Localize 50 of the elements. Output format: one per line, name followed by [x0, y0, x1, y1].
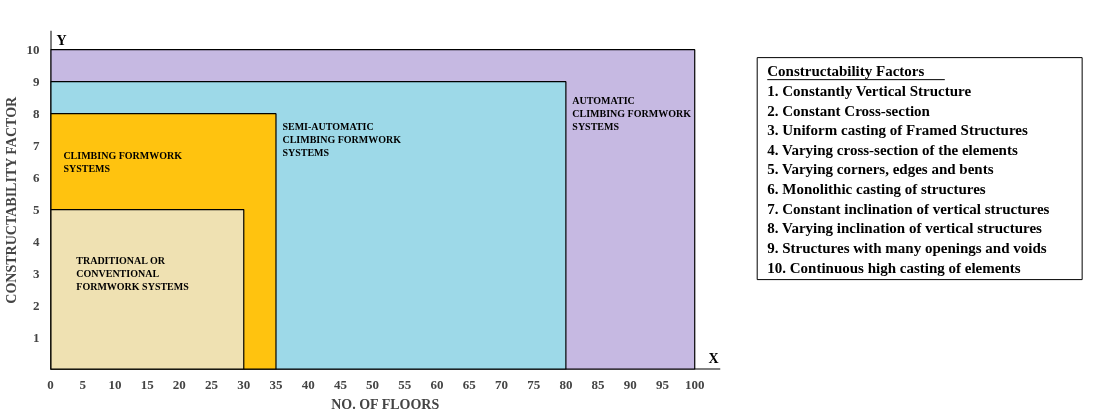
y-tick-label: 3: [33, 265, 40, 281]
x-tick-label: 60: [430, 376, 444, 392]
y-tick-label: 6: [33, 169, 40, 185]
x-tick-label: 95: [656, 376, 670, 392]
y-tick-label: 9: [33, 73, 40, 89]
y-tick-label: 7: [33, 137, 40, 153]
x-tick-label: 100: [684, 376, 705, 392]
series-label: TRADITIONAL OR CONVENTIONAL FORMWORK SYSTEMS: [76, 254, 190, 293]
x-tick-label: 25: [205, 376, 219, 392]
x-tick-label: 85: [591, 376, 606, 392]
y-tick-label: 10: [26, 41, 40, 57]
series-label: SEMI-AUTOMATIC CLIMBING FORMWORK SYSTEMS: [282, 120, 402, 158]
y-tick-label: 8: [33, 105, 40, 121]
text: 9. Structures with many openings and voids: [767, 240, 1047, 257]
text: 2. Constant Cross-section: [767, 102, 931, 119]
y-tick-label: 4: [33, 233, 40, 249]
text: 1. Constantly Vertical Structure: [767, 82, 972, 99]
x-tick-label: 70: [494, 376, 508, 392]
text: 3. Uniform casting of Framed Structures: [767, 122, 1028, 139]
x-tick-label: 0: [47, 376, 54, 392]
text: 4. Varying cross-section of the elements: [767, 141, 1018, 158]
series-label: CLIMBING FORMWORK SYSTEMS: [63, 149, 183, 174]
x-tick-label: 5: [79, 376, 87, 392]
text: Constructability Factors: [767, 63, 925, 80]
x-tick-label: 55: [398, 376, 412, 392]
series-label: AUTOMATIC CLIMBING FORMWORK SYSTEMS: [572, 94, 692, 133]
y-tick-label: 2: [33, 297, 40, 313]
x-tick-label: 30: [237, 376, 251, 392]
text: 6. Monolithic casting of structures: [767, 181, 986, 198]
x-tick-label: 75: [527, 376, 541, 392]
text: 8. Varying inclination of vertical structures: [767, 220, 1043, 237]
x-tick-label: 35: [269, 376, 283, 392]
text: 7. Constant inclination of vertical structures: [767, 200, 1050, 217]
x-tick-label: 20: [172, 376, 186, 392]
x-tick-label: 80: [559, 376, 573, 392]
x-tick-label: 40: [301, 376, 315, 392]
x-tick-label: 65: [462, 376, 477, 392]
x-tick-label: 10: [108, 376, 122, 392]
y-tick-label: 1: [33, 329, 40, 345]
annotation: X: [708, 350, 719, 366]
x-tick-label: 15: [140, 376, 155, 392]
y-axis-title: CONSTRUCTABILITY FACTOR: [3, 95, 19, 304]
x-tick-label: 50: [366, 376, 380, 392]
text: 5. Varying corners, edges and bents: [767, 161, 994, 178]
annotation: Y: [56, 32, 67, 48]
x-tick-label: 90: [623, 376, 637, 392]
x-tick-label: 45: [333, 376, 348, 392]
y-tick-label: 5: [33, 201, 40, 217]
x-axis-title: NO. OF FLOORS: [331, 396, 440, 412]
text: 10. Continuous high casting of elements: [767, 259, 1021, 276]
